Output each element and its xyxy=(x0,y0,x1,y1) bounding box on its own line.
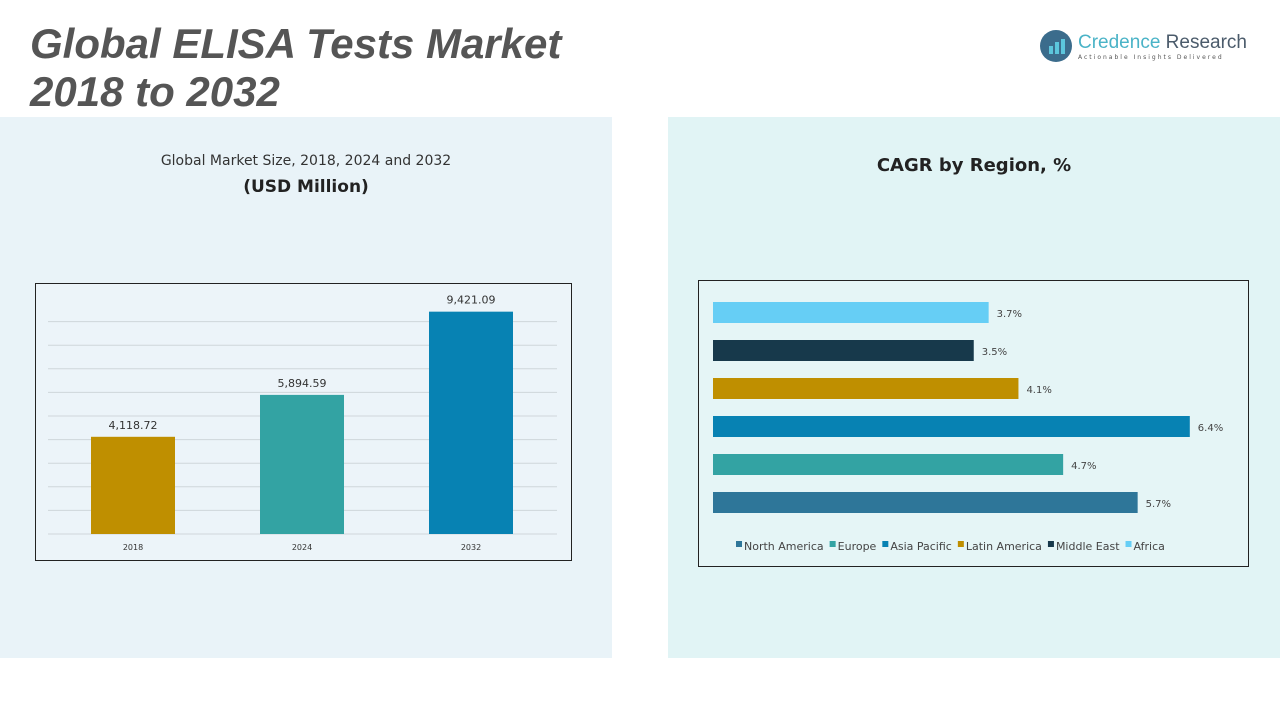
legend-swatch xyxy=(882,541,889,547)
legend-item: North America xyxy=(744,540,824,553)
legend-item: Latin America xyxy=(966,540,1042,553)
page-title: Global ELISA Tests Market 2018 to 2032 xyxy=(30,20,561,116)
left-chart-subtitle: (USD Million) xyxy=(243,177,369,197)
bar-latin-america xyxy=(713,378,1019,399)
legend-item: Asia Pacific xyxy=(890,540,952,553)
data-label: 5.7% xyxy=(1146,499,1171,510)
bar-north-america xyxy=(713,492,1138,513)
left-chart-title: Global Market Size, 2018, 2024 and 2032 xyxy=(160,153,452,169)
bar-africa xyxy=(713,302,989,323)
data-label: 6.4% xyxy=(1198,423,1223,434)
bar-2024 xyxy=(260,394,344,534)
data-label: 5,894.59 xyxy=(278,377,327,390)
legend-item: Middle East xyxy=(1056,540,1120,553)
bar-2032 xyxy=(429,311,513,534)
legend-swatch xyxy=(1125,541,1132,547)
legend-item: Africa xyxy=(1134,540,1165,553)
data-label: 4,118.72 xyxy=(109,419,158,432)
data-label: 9,421.09 xyxy=(447,294,496,307)
right-chart-title: CAGR by Region, % xyxy=(876,155,1072,176)
data-label: 4.1% xyxy=(1026,385,1051,396)
x-tick-label: 2032 xyxy=(461,543,481,552)
legend-swatch xyxy=(957,541,964,547)
data-label: 3.5% xyxy=(982,347,1007,358)
logo-name-a: Credence xyxy=(1078,31,1161,53)
legend-swatch xyxy=(829,541,836,547)
logo-name-b: Research xyxy=(1165,31,1247,53)
bar-asia-pacific xyxy=(713,416,1190,437)
data-label: 4.7% xyxy=(1071,461,1096,472)
x-tick-label: 2024 xyxy=(292,543,312,552)
credence-logo: Credence Research Actionable Insights De… xyxy=(1040,30,1247,62)
title-line-2: 2018 to 2032 xyxy=(30,68,280,115)
bar-middle-east xyxy=(713,340,974,361)
title-line-1: Global ELISA Tests Market xyxy=(30,20,562,67)
data-label: 3.7% xyxy=(997,309,1022,320)
bar-2018 xyxy=(91,436,175,534)
legend-swatch xyxy=(736,541,742,547)
bar-europe xyxy=(713,454,1064,475)
logo-tagline: Actionable Insights Delivered xyxy=(1078,53,1224,61)
legend-item: Europe xyxy=(838,540,877,553)
x-tick-label: 2018 xyxy=(123,543,143,552)
logo-chart-icon xyxy=(1040,30,1072,62)
legend-swatch xyxy=(1047,541,1054,547)
